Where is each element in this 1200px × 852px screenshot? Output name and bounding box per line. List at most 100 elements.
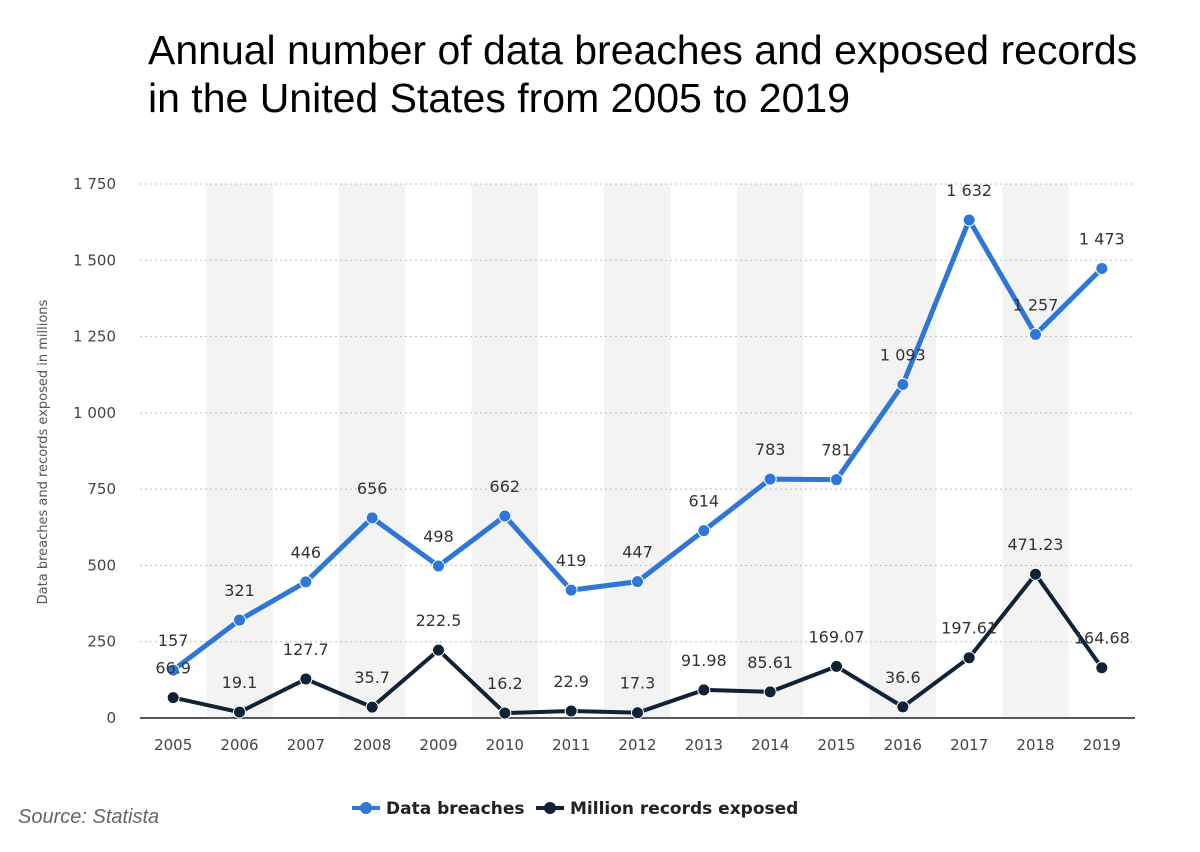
data-label: 35.7 [354, 668, 390, 687]
y-tick-label: 1 750 [73, 175, 116, 193]
x-tick-label: 2011 [552, 736, 590, 754]
data-label: 197.61 [941, 619, 997, 638]
data-label: 656 [357, 479, 388, 498]
data-label: 419 [556, 551, 587, 570]
data-point[interactable] [233, 705, 246, 719]
data-point[interactable] [830, 659, 843, 673]
source-note: Source: Statista [18, 806, 160, 828]
data-point[interactable] [763, 472, 777, 486]
x-tick-label: 2007 [287, 736, 325, 754]
data-point[interactable] [432, 559, 445, 573]
y-tick-label: 750 [87, 480, 116, 498]
x-tick-label: 2012 [618, 736, 656, 754]
data-label: 222.5 [416, 611, 462, 630]
legend-swatch-marker [544, 802, 556, 814]
x-tick-label: 2005 [154, 736, 192, 754]
data-label: 783 [755, 440, 786, 459]
legend-item-label[interactable]: Data breaches [386, 799, 524, 819]
column-band [604, 184, 671, 718]
series-lines [166, 213, 1109, 720]
data-point[interactable] [962, 651, 976, 665]
data-point[interactable] [299, 672, 313, 686]
y-axis-label: Data breaches and records exposed in mil… [36, 299, 51, 604]
x-tick-label: 2017 [950, 736, 988, 754]
data-point[interactable] [962, 213, 976, 227]
data-label: 169.07 [809, 627, 865, 646]
data-point[interactable] [299, 575, 313, 589]
data-label: 91.98 [681, 651, 727, 670]
data-point[interactable] [1095, 661, 1109, 675]
legend-swatch-marker [360, 802, 372, 814]
column-band [339, 184, 406, 718]
x-tick-label: 2015 [817, 736, 855, 754]
y-tick-label: 250 [87, 633, 116, 651]
data-label: 614 [689, 492, 720, 511]
x-tick-label: 2016 [884, 736, 922, 754]
data-label: 17.3 [620, 674, 656, 693]
data-label: 781 [821, 441, 852, 460]
data-label: 66.9 [155, 659, 191, 678]
data-labels: 157 321 446 656 498 662 419 447 614 783 781 1 093 1 … [155, 181, 1129, 693]
data-point[interactable] [365, 700, 379, 714]
data-label: 85.61 [747, 653, 793, 672]
data-label: 471.23 [1008, 535, 1064, 554]
data-point[interactable] [631, 706, 644, 720]
data-point[interactable] [631, 575, 644, 589]
x-tick-label: 2014 [751, 736, 789, 754]
x-tick-label: 2010 [486, 736, 524, 754]
y-tick-label: 1 250 [73, 328, 116, 346]
data-label: 127.7 [283, 640, 329, 659]
data-point[interactable] [763, 685, 777, 699]
column-band [869, 184, 936, 718]
data-point[interactable] [1029, 567, 1042, 581]
column-band [206, 184, 273, 718]
data-point[interactable] [498, 509, 512, 523]
data-point[interactable] [1095, 262, 1109, 276]
x-axis-ticks: 2005 2006 2007 2008 2009 2010 2011 2012 2013 2014… [154, 736, 1121, 754]
data-label: 19.1 [222, 673, 258, 692]
y-axis-ticks: 0 250 500 750 1 000 1 250 1 500 1 750 [73, 175, 116, 727]
data-label: 1 632 [946, 181, 992, 200]
x-tick-label: 2013 [685, 736, 723, 754]
column-band [471, 184, 538, 718]
data-label: 447 [622, 543, 653, 562]
data-point[interactable] [564, 583, 578, 597]
data-point[interactable] [830, 473, 843, 487]
data-point[interactable] [1029, 327, 1042, 341]
legend[interactable]: Data breaches Million records exposed [352, 799, 798, 819]
data-label: 36.6 [885, 668, 921, 687]
data-label: 498 [423, 527, 454, 546]
data-label: 164.68 [1074, 629, 1130, 648]
y-tick-label: 1 000 [73, 404, 116, 422]
data-point[interactable] [564, 704, 578, 718]
data-label: 662 [490, 477, 521, 496]
data-label: 1 093 [880, 345, 926, 364]
x-tick-label: 2018 [1016, 736, 1054, 754]
legend-item-label[interactable]: Million records exposed [570, 799, 798, 819]
column-band [1002, 184, 1069, 718]
data-label: 1 473 [1079, 230, 1125, 249]
y-tick-label: 500 [87, 556, 116, 574]
data-point[interactable] [365, 511, 379, 525]
data-label: 321 [224, 581, 255, 600]
data-point[interactable] [233, 613, 246, 627]
chart-title: Annual number of data breaches and expos… [148, 27, 1138, 121]
data-point[interactable] [166, 691, 180, 705]
x-tick-label: 2019 [1083, 736, 1121, 754]
data-point[interactable] [896, 700, 910, 714]
data-point[interactable] [697, 524, 711, 538]
data-label: 22.9 [553, 672, 589, 691]
data-point[interactable] [432, 643, 445, 657]
data-point[interactable] [166, 663, 180, 677]
x-tick-label: 2008 [353, 736, 391, 754]
data-point[interactable] [697, 683, 711, 697]
x-tick-label: 2009 [419, 736, 457, 754]
y-tick-label: 1 500 [73, 251, 116, 269]
y-tick-label: 0 [106, 709, 116, 727]
data-point[interactable] [498, 706, 512, 720]
column-band [737, 184, 804, 718]
data-label: 157 [158, 631, 189, 650]
data-label: 1 257 [1013, 295, 1059, 314]
data-point[interactable] [896, 377, 910, 391]
column-bands [206, 184, 1069, 718]
